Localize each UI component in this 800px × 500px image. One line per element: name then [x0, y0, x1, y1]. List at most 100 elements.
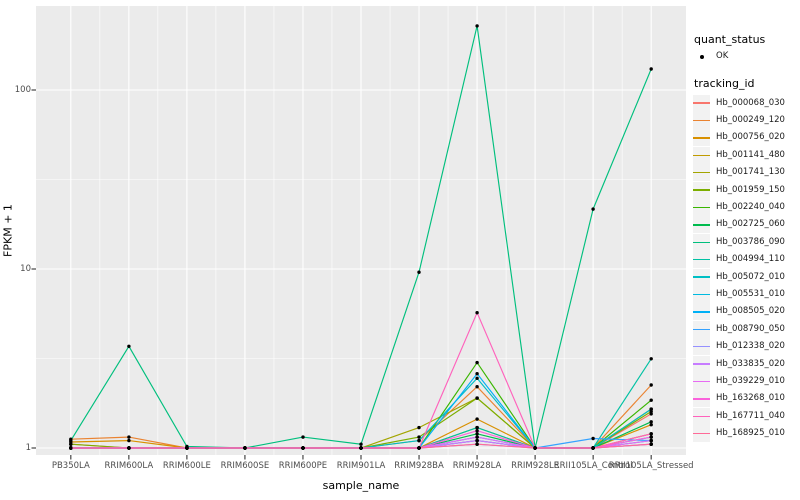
legend-item-label: Hb_003786_090	[716, 236, 785, 247]
legend-key-line-icon	[693, 293, 710, 296]
data-point	[475, 429, 479, 433]
data-point	[649, 435, 653, 439]
legend-key-line-icon	[693, 241, 710, 244]
data-point	[649, 423, 653, 427]
data-point	[417, 270, 421, 274]
x-tick-label: RRIM600SE	[220, 461, 270, 471]
data-point	[649, 409, 653, 414]
data-point	[475, 396, 479, 400]
legend-key-line-icon	[693, 224, 710, 226]
legend-key-box	[693, 425, 710, 443]
x-tick-label: RRIM928LA	[452, 461, 502, 471]
legend-key-box	[693, 129, 710, 147]
legend-item-label: Hb_001141_480	[716, 149, 785, 160]
legend-key-line-icon	[693, 432, 710, 435]
data-point	[475, 385, 479, 389]
legend-item-label: Hb_033835_020	[716, 358, 785, 369]
legend-key-box	[693, 233, 710, 251]
legend-item-label: Hb_000249_120	[716, 115, 785, 125]
legend-key-line-icon	[693, 415, 710, 418]
data-point	[127, 344, 131, 348]
legend-key-box	[693, 338, 710, 356]
legend-title-tracking-id: tracking_id	[694, 77, 755, 90]
legend-key-box	[693, 94, 710, 112]
data-point	[591, 207, 595, 211]
data-point	[475, 442, 479, 446]
x-tick-label: RRIM600LE	[162, 461, 211, 471]
legend-key-box	[693, 268, 710, 286]
x-tick-label: RRIM928LE	[511, 461, 560, 471]
x-tick-label: RRIM901LA	[336, 461, 386, 471]
legend-key-box	[693, 303, 710, 321]
legend-key-line-icon	[693, 311, 710, 313]
legend-item-label: Hb_005531_010	[716, 289, 785, 299]
legend-key-box	[693, 164, 710, 182]
data-point	[475, 417, 479, 421]
data-point	[475, 360, 479, 365]
data-points	[69, 24, 653, 450]
legend-key-line-icon	[693, 380, 710, 383]
x-tick-label: RRII105LA_Control	[553, 461, 633, 471]
legend-title-quant-status: quant_status	[694, 33, 766, 46]
data-point	[591, 436, 595, 441]
data-point	[127, 438, 131, 443]
legend-key-line-icon	[693, 328, 710, 331]
legend-key-line-icon	[693, 258, 710, 261]
legend-item-label: Hb_008790_050	[716, 323, 785, 334]
data-point	[69, 438, 73, 443]
legend-key-box	[693, 251, 710, 269]
legend-key-line-icon	[693, 363, 710, 365]
x-tick-label: RRIM928BA	[394, 461, 444, 471]
legend: quant_status OK tracking_id Hb_000068_03…	[693, 0, 800, 500]
data-point	[185, 446, 189, 450]
legend-key-box	[693, 286, 710, 303]
legend-key-box	[693, 320, 710, 338]
point-marker-icon	[699, 54, 704, 59]
x-tick-label: PB350LA	[51, 461, 90, 471]
data-point	[475, 24, 479, 28]
data-point	[475, 432, 479, 436]
legend-key-box	[693, 407, 710, 425]
legend-key-line-icon	[693, 398, 710, 400]
gridlines	[36, 6, 686, 455]
x-tick-label: RRII105LA_Stressed	[608, 461, 694, 471]
data-point	[591, 446, 595, 450]
legend-key-box	[693, 181, 710, 199]
legend-item-label: OK	[716, 51, 729, 61]
axis-ticks	[31, 89, 652, 460]
legend-key-line-icon	[693, 171, 710, 174]
legend-item-label: Hb_002240_040	[716, 202, 785, 212]
legend-key-line-icon	[693, 137, 710, 139]
data-point	[649, 412, 653, 416]
legend-item-label: Hb_008505_020	[716, 306, 785, 317]
y-axis-title: FPKM + 1	[1, 204, 15, 257]
data-point	[475, 372, 479, 376]
x-axis-title: sample_name	[322, 479, 400, 492]
data-point	[301, 435, 305, 439]
legend-key-box	[693, 373, 710, 390]
data-point	[649, 432, 653, 436]
legend-key-line-icon	[693, 276, 710, 278]
legend-key-box	[693, 199, 710, 216]
y-tick-label: 1	[25, 442, 31, 453]
data-point	[475, 425, 479, 430]
data-point	[127, 446, 131, 450]
legend-item-label: Hb_001741_130	[716, 167, 785, 178]
data-point	[649, 357, 653, 361]
data-point	[475, 438, 479, 443]
legend-key-box	[693, 146, 710, 164]
legend-key-line-icon	[693, 189, 710, 191]
data-point	[417, 446, 421, 450]
y-tick-label: 10	[20, 263, 31, 274]
legend-item-label: Hb_168925_010	[716, 428, 785, 439]
legend-key-line-icon	[693, 206, 710, 209]
legend-item-label: Hb_163268_010	[716, 393, 785, 404]
data-point	[649, 383, 653, 387]
legend-item-label: Hb_000068_030	[716, 97, 785, 108]
data-point	[359, 442, 363, 446]
legend-key-line-icon	[693, 102, 710, 104]
y-tick-label: 100	[14, 84, 31, 95]
data-point	[69, 442, 73, 446]
legend-key-box	[693, 48, 710, 65]
